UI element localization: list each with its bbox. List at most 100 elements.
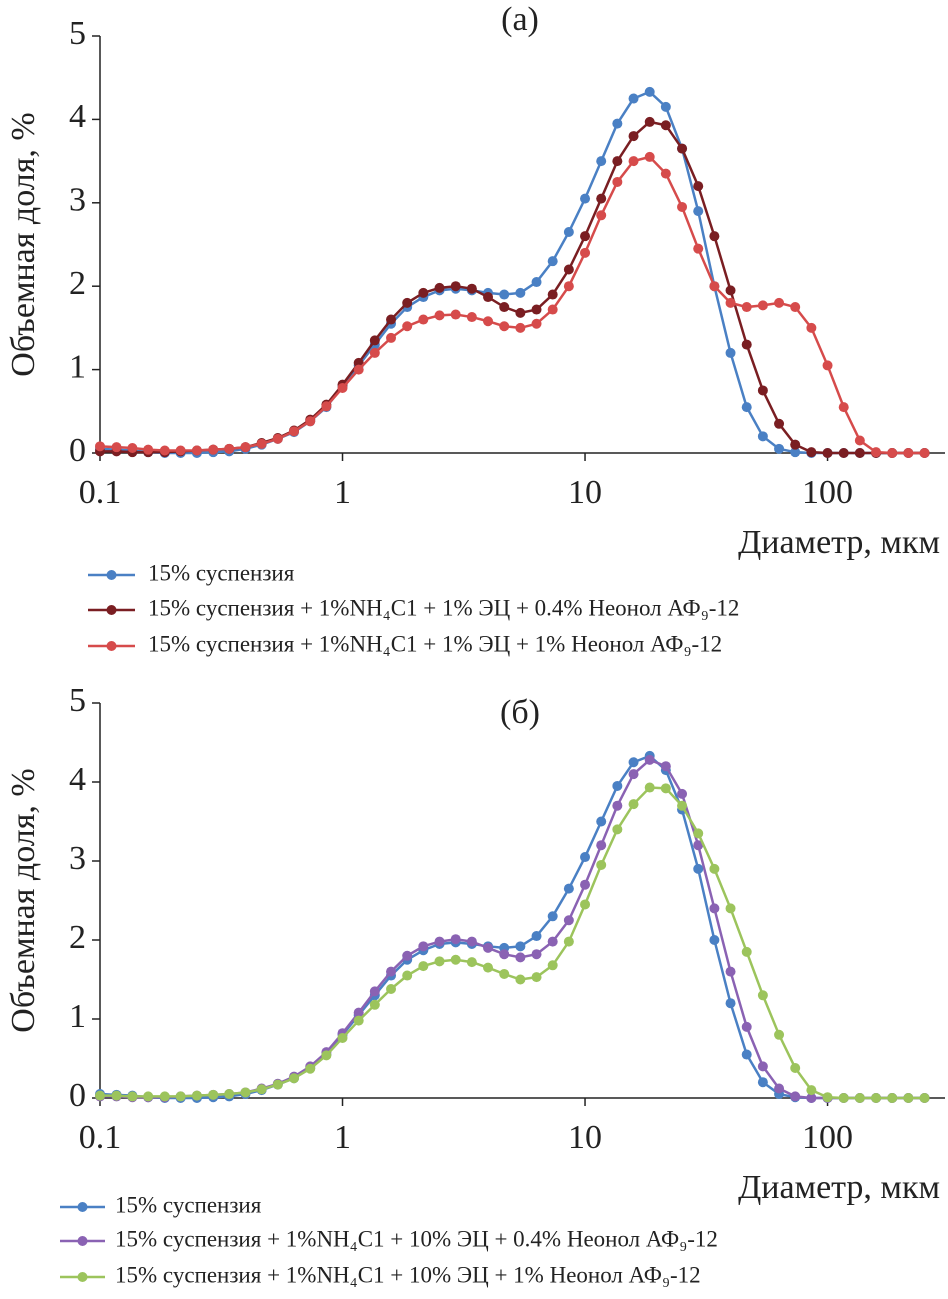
data-point: [563, 281, 574, 292]
data-point: [191, 445, 202, 456]
data-point: [757, 990, 768, 1001]
data-point: [854, 448, 865, 458]
data-point: [515, 974, 526, 985]
data-point: [563, 883, 574, 894]
y-tick-label: 1: [69, 348, 86, 385]
data-point: [919, 1093, 930, 1103]
data-point: [806, 322, 817, 333]
data-point: [466, 936, 477, 947]
data-point: [547, 304, 558, 315]
x-tick-label: 100: [802, 1119, 853, 1156]
data-point: [369, 986, 380, 997]
data-point: [612, 156, 623, 167]
data-point: [159, 1091, 170, 1102]
data-point: [531, 304, 542, 315]
data-point: [612, 800, 623, 811]
legend-marker: [77, 1236, 88, 1246]
data-point: [272, 1079, 283, 1090]
data-point: [386, 966, 397, 977]
data-point: [337, 382, 348, 393]
series-line: [99, 754, 925, 1100]
data-point: [596, 156, 607, 167]
data-point: [644, 782, 655, 793]
chart-title: (а): [501, 1, 539, 38]
data-point: [515, 322, 526, 333]
data-point: [757, 385, 768, 396]
data-point: [693, 828, 704, 839]
data-point: [757, 300, 768, 311]
data-point: [95, 1090, 105, 1101]
y-tick-label: 1: [69, 998, 86, 1035]
x-tick-label: 0.1: [79, 474, 122, 511]
data-point: [596, 859, 607, 870]
x-tick-label: 100: [802, 474, 853, 511]
data-point: [450, 934, 461, 945]
data-point: [822, 360, 833, 371]
y-tick-label: 0: [69, 1077, 86, 1114]
legend-label: 15% суспензия + 1%NH₄C1 + 10% ЭЦ + 1% Не…: [115, 1262, 701, 1287]
data-point: [741, 1021, 752, 1032]
data-point: [240, 442, 251, 453]
data-point: [402, 321, 413, 332]
data-point: [757, 1061, 768, 1072]
data-point: [725, 297, 736, 308]
data-point: [563, 264, 574, 275]
data-point: [644, 116, 655, 127]
data-point: [402, 970, 413, 981]
legend-label: 15% суспензия: [115, 1192, 262, 1217]
series-line: [99, 155, 925, 455]
data-point: [693, 181, 704, 192]
data-point: [450, 954, 461, 965]
data-point: [191, 1090, 202, 1101]
data-point: [725, 347, 736, 358]
data-point: [386, 983, 397, 994]
data-point: [774, 443, 785, 454]
data-point: [774, 297, 785, 308]
data-point: [369, 999, 380, 1010]
data-point: [386, 332, 397, 343]
data-point: [757, 431, 768, 442]
data-point: [725, 966, 736, 977]
data-point: [224, 443, 235, 454]
data-point: [806, 1093, 817, 1103]
data-point: [628, 769, 639, 780]
data-point: [563, 226, 574, 237]
data-point: [531, 318, 542, 329]
data-point: [321, 1050, 332, 1061]
data-point: [483, 292, 494, 303]
y-tick-label: 5: [69, 15, 86, 52]
chart-title: (б): [500, 694, 540, 731]
data-point: [515, 941, 526, 952]
data-point: [871, 1093, 882, 1103]
data-point: [305, 416, 316, 427]
data-point: [515, 952, 526, 963]
data-point: [854, 435, 865, 446]
y-tick-label: 2: [69, 265, 86, 302]
data-point: [369, 347, 380, 358]
data-point: [321, 401, 332, 412]
series-line: [100, 758, 925, 1100]
data-point: [337, 1032, 348, 1043]
data-point: [563, 936, 574, 947]
data-point: [644, 754, 655, 765]
y-tick-label: 5: [69, 682, 86, 719]
data-point: [547, 960, 558, 971]
y-tick-label: 4: [69, 761, 86, 798]
series-line: [100, 120, 925, 455]
data-point: [353, 364, 364, 375]
legend-label: 15% суспензия + 1%NH₄C1 + 1% ЭЦ + 0.4% Н…: [148, 595, 739, 620]
y-tick-label: 3: [69, 182, 86, 219]
y-tick-label: 4: [69, 98, 86, 135]
data-point: [289, 426, 300, 437]
data-point: [709, 281, 720, 292]
data-point: [725, 285, 736, 296]
data-point: [531, 931, 542, 942]
data-point: [208, 1089, 219, 1100]
data-point: [224, 1089, 235, 1100]
data-point: [580, 193, 591, 204]
data-point: [741, 339, 752, 350]
data-point: [240, 1087, 251, 1098]
data-point: [515, 287, 526, 298]
data-point: [580, 899, 591, 910]
